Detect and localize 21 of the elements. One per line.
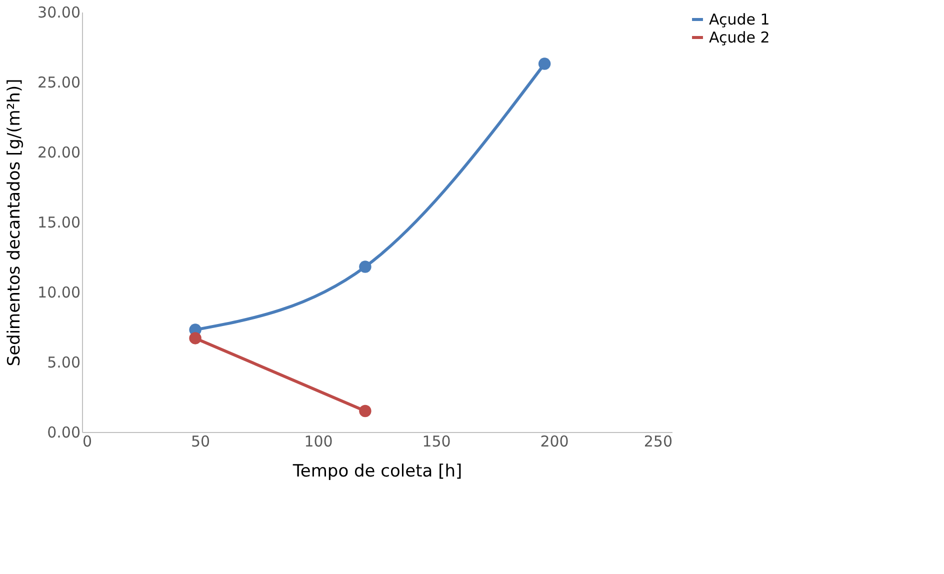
- x-tick-label: 200: [540, 432, 569, 450]
- x-axis-title: Tempo de coleta [h]: [292, 462, 462, 482]
- legend-label: Açude 1: [709, 10, 770, 28]
- point: [189, 332, 202, 344]
- y-tick-label: 20.00: [38, 144, 80, 162]
- y-tick-label: 30.00: [38, 4, 80, 22]
- y-tick-label: 25.00: [38, 74, 80, 92]
- x-tick-label: 250: [644, 432, 672, 450]
- point: [359, 404, 372, 418]
- x-tick-label: 150: [422, 432, 451, 450]
- x-tick-label: 100: [304, 432, 333, 450]
- y-axis-title: Sedimentos decantados [g/(m²h)]: [4, 78, 25, 366]
- y-tick-label: 10.00: [38, 284, 80, 302]
- point: [538, 58, 551, 70]
- x-tick-label: 0: [82, 432, 92, 450]
- y-tick-label: 5.00: [47, 354, 80, 372]
- legend-label: Açude 2: [709, 28, 770, 46]
- y-tick-label: 0.00: [47, 424, 80, 442]
- point: [359, 260, 372, 273]
- y-tick-label: 15.00: [38, 214, 80, 232]
- x-tick-label: 50: [190, 432, 210, 450]
